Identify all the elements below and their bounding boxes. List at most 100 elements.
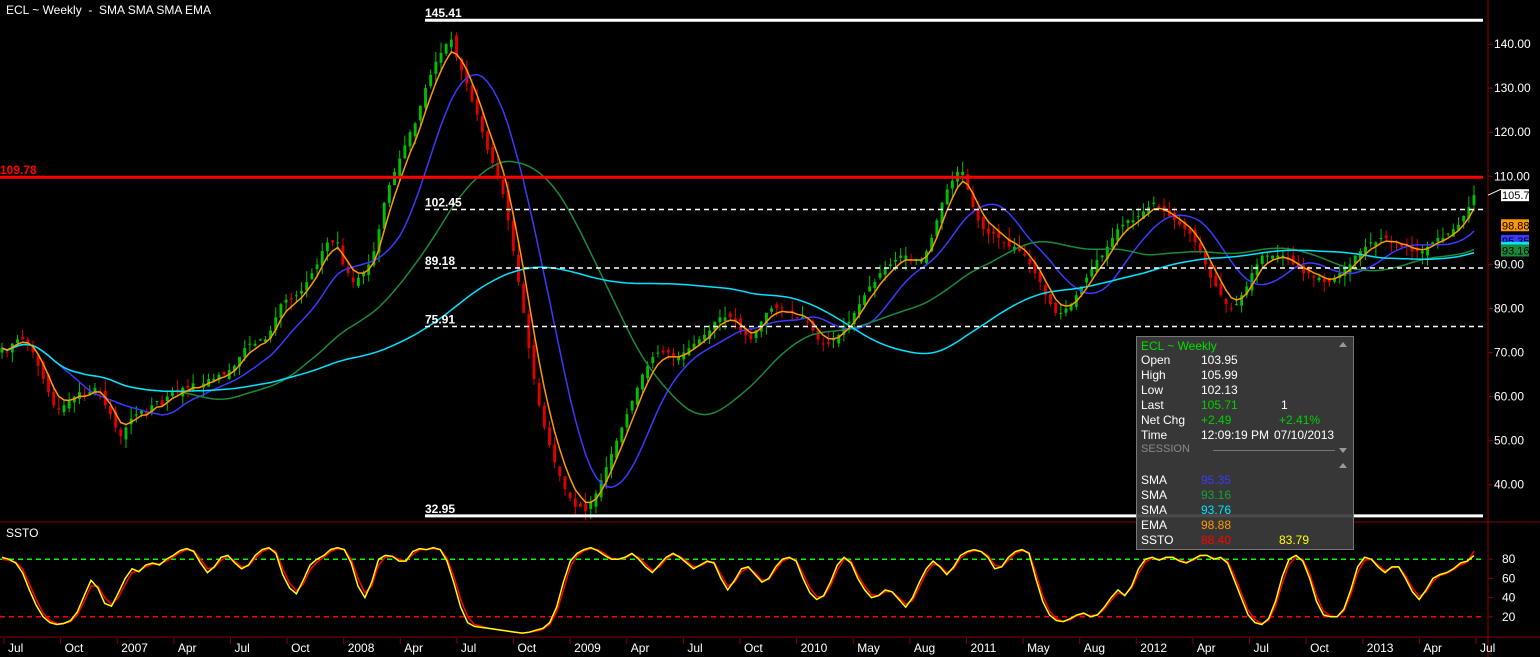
candle xyxy=(1420,251,1424,254)
candle xyxy=(1105,246,1109,259)
candle xyxy=(692,343,696,349)
candle xyxy=(1457,224,1460,231)
candle xyxy=(1203,251,1207,265)
candle xyxy=(961,171,965,175)
candle xyxy=(1353,255,1357,264)
candle xyxy=(501,179,505,194)
candle xyxy=(506,190,510,221)
x-tick-label: Apr xyxy=(1197,641,1216,655)
candle xyxy=(232,365,236,372)
candle xyxy=(764,312,768,324)
candle xyxy=(1178,221,1182,225)
candle xyxy=(114,411,118,428)
candle xyxy=(754,330,758,339)
info-row-last: Last 105.71 1 xyxy=(1141,398,1351,413)
candle xyxy=(222,372,226,375)
x-tick-label: Aug xyxy=(914,641,935,655)
info-header: ECL ~ Weekly xyxy=(1141,339,1217,353)
candle xyxy=(279,304,283,318)
candle xyxy=(1059,312,1063,314)
candle xyxy=(1049,293,1052,305)
candle xyxy=(852,312,856,325)
candle xyxy=(486,131,489,150)
candle xyxy=(320,251,324,266)
candle xyxy=(1183,221,1187,230)
candle xyxy=(548,427,551,446)
price-tag xyxy=(1501,219,1529,232)
candle xyxy=(403,145,407,159)
candle xyxy=(992,231,996,234)
candle xyxy=(733,318,737,322)
candle xyxy=(325,242,329,252)
candle xyxy=(1131,220,1135,223)
collapse-up-icon-2[interactable] xyxy=(1339,463,1347,468)
candle xyxy=(1152,202,1156,204)
indicator-value-2: 83.79 xyxy=(1279,533,1310,547)
candle xyxy=(888,264,892,267)
candle xyxy=(718,317,722,323)
candle xyxy=(666,350,670,353)
y-tick-label: 70.00 xyxy=(1494,346,1524,360)
candle xyxy=(878,273,882,278)
candle xyxy=(408,132,412,147)
indicator-label: SMA xyxy=(1141,503,1168,517)
candle xyxy=(568,492,572,498)
info-value: 12:09:19 PM xyxy=(1201,428,1270,442)
candle xyxy=(935,220,939,237)
candle xyxy=(558,466,562,476)
candle xyxy=(1364,246,1367,255)
price-tag-label: 98.88 xyxy=(1502,220,1530,232)
candle xyxy=(1214,275,1218,287)
info-row-high: High 105.99 xyxy=(1141,368,1351,383)
candle xyxy=(702,334,706,340)
candle xyxy=(1426,246,1429,256)
candle xyxy=(150,405,154,413)
info-value-2: 07/10/2013 xyxy=(1274,428,1335,442)
candle xyxy=(1322,279,1326,283)
candle xyxy=(294,295,298,297)
info-value: 105.71 xyxy=(1201,398,1238,412)
candle xyxy=(930,237,934,252)
info-label: Open xyxy=(1141,353,1171,367)
price-tag xyxy=(1501,244,1529,257)
x-tick-label: Apr xyxy=(631,641,650,655)
candle xyxy=(940,202,944,224)
x-tick-label: Oct xyxy=(518,641,537,655)
candle xyxy=(522,284,526,313)
candle xyxy=(346,267,350,274)
info-panel[interactable]: ECL ~ Weekly Open 103.95 High 105.99 Low 102.… xyxy=(1136,336,1354,550)
candle xyxy=(1054,303,1058,313)
candle xyxy=(1276,255,1280,258)
candle xyxy=(1038,271,1042,283)
candle xyxy=(1209,265,1213,278)
x-tick-label: Jul xyxy=(1480,641,1495,655)
candle xyxy=(1028,258,1032,265)
ema-orange-line xyxy=(1,50,1475,504)
candle xyxy=(723,317,727,321)
candle xyxy=(697,339,701,345)
candle xyxy=(1472,195,1476,206)
candle xyxy=(728,313,732,318)
chart-title: ECL ~ Weekly - SMA SMA SMA EMA xyxy=(6,3,212,17)
candle xyxy=(1441,237,1445,241)
candle xyxy=(491,146,495,164)
info-label: Low xyxy=(1141,383,1164,397)
candle xyxy=(1379,237,1383,240)
candle xyxy=(1265,255,1269,257)
expand-down-icon[interactable] xyxy=(1339,448,1347,453)
candle xyxy=(847,321,851,324)
candle xyxy=(57,408,61,410)
collapse-up-icon[interactable] xyxy=(1339,342,1347,347)
candle xyxy=(527,314,531,349)
x-tick-label: Apr xyxy=(1423,641,1442,655)
candle xyxy=(109,405,112,415)
candle xyxy=(635,387,639,405)
candle xyxy=(806,321,810,323)
candle xyxy=(444,44,448,54)
session-divider: SESSION xyxy=(1141,443,1341,455)
candle xyxy=(1069,304,1073,311)
candle xyxy=(873,282,877,289)
indicator-label: EMA xyxy=(1141,518,1168,532)
candle xyxy=(656,352,660,354)
